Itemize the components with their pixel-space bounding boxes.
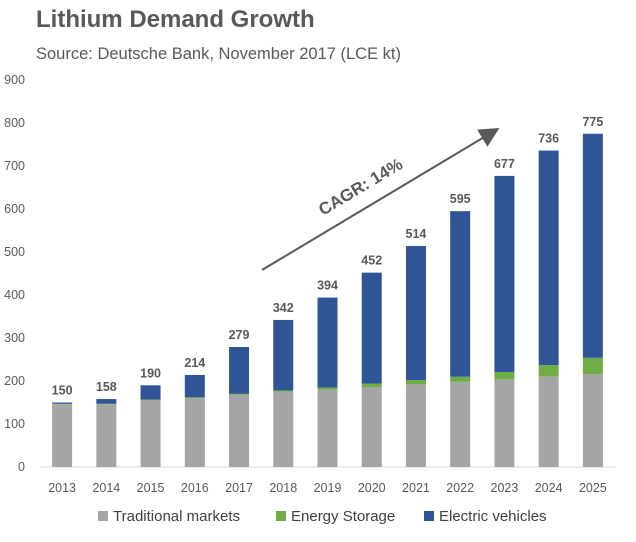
chart-title: Lithium Demand Growth (36, 6, 315, 33)
x-tick-label: 2016 (181, 481, 209, 495)
y-tick-label: 900 (4, 73, 25, 87)
bar-energy-storage (582, 357, 603, 375)
cagr-annotation: CAGR: 14% (315, 154, 406, 219)
bar-electric-vehicles (96, 399, 117, 404)
bar-electric-vehicles (494, 175, 515, 372)
legend-swatch-traditional-markets (98, 511, 108, 521)
total-label: 736 (538, 132, 559, 146)
y-tick-label: 200 (4, 374, 25, 388)
bar-traditional-markets (52, 404, 73, 467)
y-tick-label: 600 (4, 202, 25, 216)
bar-electric-vehicles (361, 272, 382, 384)
x-tick-label: 2024 (535, 481, 563, 495)
x-tick-label: 2022 (446, 481, 474, 495)
x-tick-label: 2013 (48, 481, 76, 495)
bar-traditional-markets (450, 381, 471, 467)
bar-energy-storage (184, 397, 205, 399)
total-label: 677 (494, 157, 515, 171)
total-label: 190 (140, 366, 161, 380)
x-tick-label: 2020 (358, 481, 386, 495)
bar-traditional-markets (229, 394, 250, 467)
bar-electric-vehicles (538, 150, 559, 366)
legend-swatch-electric-vehicles (424, 511, 434, 521)
bar-electric-vehicles (582, 133, 603, 358)
bar-energy-storage (361, 383, 382, 388)
bar-traditional-markets (184, 398, 205, 467)
chart-subtitle: Source: Deutsche Bank, November 2017 (LC… (36, 45, 402, 63)
bar-electric-vehicles (273, 319, 294, 391)
bar-electric-vehicles (229, 347, 250, 394)
total-label: 595 (450, 192, 471, 206)
legend-label-energy-storage: Energy Storage (291, 508, 395, 525)
bar-traditional-markets (317, 389, 338, 467)
bar-energy-storage (229, 393, 250, 395)
total-label: 342 (273, 301, 294, 315)
bar-traditional-markets (361, 387, 382, 467)
total-label: 214 (184, 356, 205, 370)
x-tick-label: 2025 (579, 481, 607, 495)
x-tick-label: 2023 (491, 481, 519, 495)
bar-energy-storage (450, 376, 471, 382)
total-label: 150 (52, 384, 73, 398)
y-tick-label: 300 (4, 331, 25, 345)
bar-energy-storage (494, 371, 515, 380)
bar-energy-storage (538, 365, 559, 377)
bar-electric-vehicles (140, 385, 161, 400)
bar-energy-storage (317, 387, 338, 390)
legend-label-traditional-markets: Traditional markets (113, 508, 240, 525)
x-tick-label: 2021 (402, 481, 430, 495)
bar-traditional-markets (582, 374, 603, 467)
x-tick-label: 2014 (92, 481, 120, 495)
x-tick-label: 2018 (269, 481, 297, 495)
y-tick-label: 700 (4, 159, 25, 173)
y-tick-label: 0 (18, 460, 25, 474)
total-label: 158 (96, 380, 117, 394)
bar-traditional-markets (140, 399, 161, 467)
y-tick-label: 400 (4, 288, 25, 302)
bar-electric-vehicles (184, 374, 205, 398)
y-tick-label: 100 (4, 417, 25, 431)
x-tick-label: 2015 (137, 481, 165, 495)
x-tick-label: 2017 (225, 481, 253, 495)
bar-electric-vehicles (317, 297, 338, 388)
bar-traditional-markets (273, 391, 294, 467)
total-label: 394 (317, 279, 338, 293)
cagr-arrow (261, 127, 500, 271)
bar-traditional-markets (494, 379, 515, 467)
bar-energy-storage (405, 380, 426, 385)
bar-electric-vehicles (450, 211, 471, 377)
y-tick-label: 800 (4, 116, 25, 130)
total-label: 775 (582, 115, 603, 129)
bar-traditional-markets (405, 384, 426, 467)
legend-label-electric-vehicles: Electric vehicles (439, 508, 547, 525)
total-label: 279 (229, 328, 250, 342)
x-tick-label: 2019 (314, 481, 342, 495)
legend-swatch-energy-storage (276, 511, 286, 521)
bar-electric-vehicles (405, 245, 426, 381)
total-label: 514 (406, 227, 427, 241)
bar-energy-storage (273, 390, 294, 392)
total-label: 452 (361, 254, 382, 268)
y-tick-label: 500 (4, 245, 25, 259)
bar-traditional-markets (96, 404, 117, 467)
bar-traditional-markets (538, 376, 559, 467)
bar-electric-vehicles (52, 402, 73, 404)
